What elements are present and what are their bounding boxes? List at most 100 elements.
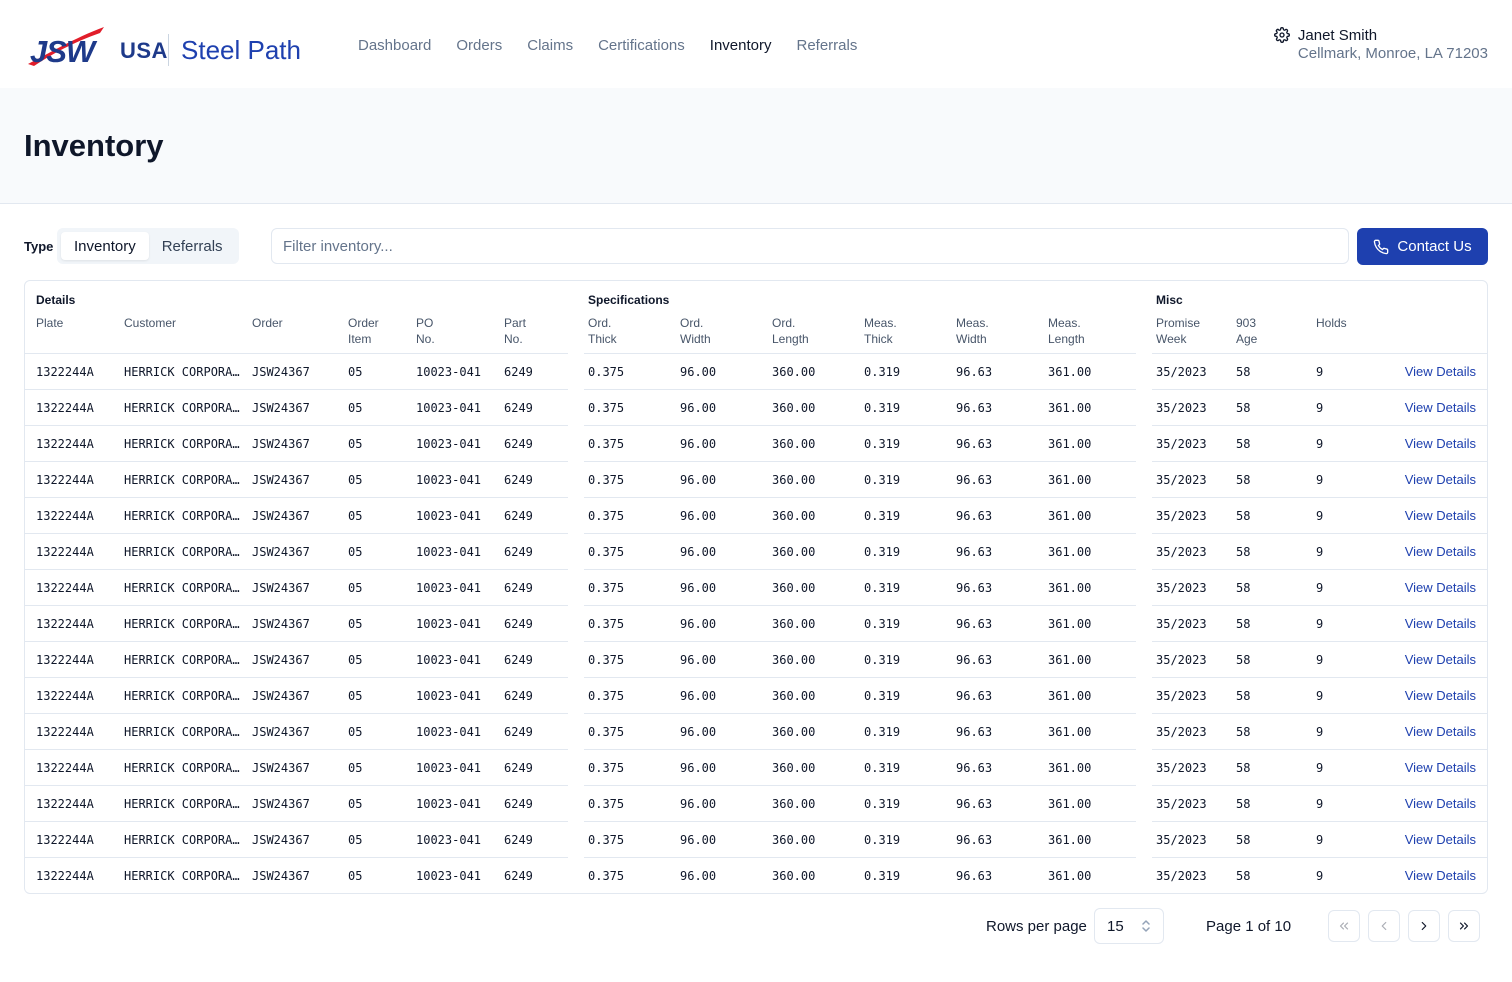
cell-meas-thick: 0.319 xyxy=(864,689,901,703)
table-row[interactable]: 1322244A HERRICK CORPORATION JSW24367 05 100… xyxy=(25,714,1487,750)
col-header-meas-length[interactable]: Meas. Length xyxy=(1048,316,1085,346)
contact-us-button[interactable]: Contact Us xyxy=(1357,228,1488,265)
prev-page-icon xyxy=(1381,921,1387,931)
view-details-link[interactable]: View Details xyxy=(1404,436,1476,451)
cell-order: JSW24367 xyxy=(252,473,310,487)
view-details-link[interactable]: View Details xyxy=(1404,688,1476,703)
user-menu[interactable]: Janet Smith Cellmark, Monroe, LA 71203 xyxy=(1273,27,1488,63)
cell-meas-width: 96.63 xyxy=(956,401,993,415)
table-row[interactable]: 1322244A HERRICK CORPORATION JSW24367 05 100… xyxy=(25,354,1487,390)
table-row[interactable]: 1322244A HERRICK CORPORATION JSW24367 05 100… xyxy=(25,786,1487,822)
col-header-meas-width[interactable]: Meas. Width xyxy=(956,316,989,346)
page-title-band: Inventory xyxy=(0,88,1512,204)
prev-page-button[interactable] xyxy=(1368,910,1400,942)
view-details-link[interactable]: View Details xyxy=(1404,472,1476,487)
row-divider xyxy=(25,713,568,714)
cell-ord-length: 360.00 xyxy=(772,365,816,379)
cell-meas-length: 361.00 xyxy=(1048,725,1092,739)
cell-meas-thick: 0.319 xyxy=(864,761,901,775)
cell-promise-week: 35/2023 xyxy=(1156,617,1207,631)
col-header-ord-width[interactable]: Ord. Width xyxy=(680,316,711,346)
view-details-link[interactable]: View Details xyxy=(1404,760,1476,775)
view-details-link[interactable]: View Details xyxy=(1404,580,1476,595)
col-header-order-item[interactable]: Order Item xyxy=(348,316,379,346)
table-row[interactable]: 1322244A HERRICK CORPORATION JSW24367 05 100… xyxy=(25,858,1487,893)
cell-meas-thick: 0.319 xyxy=(864,725,901,739)
table-row[interactable]: 1322244A HERRICK CORPORATION JSW24367 05 100… xyxy=(25,678,1487,714)
cell-holds: 9 xyxy=(1316,833,1324,847)
table-row[interactable]: 1322244A HERRICK CORPORATION JSW24367 05 100… xyxy=(25,822,1487,858)
view-details-link[interactable]: View Details xyxy=(1404,832,1476,847)
header-divider-specifications xyxy=(584,353,1136,354)
cell-holds: 9 xyxy=(1316,365,1324,379)
col-header-order[interactable]: Order xyxy=(252,316,283,330)
row-divider xyxy=(1152,677,1487,678)
nav-referrals[interactable]: Referrals xyxy=(796,37,858,54)
view-details-link[interactable]: View Details xyxy=(1404,724,1476,739)
cell-po-no: 10023-041 xyxy=(416,581,482,595)
cell-part-no: 6249 xyxy=(504,725,533,739)
col-header-meas-thick[interactable]: Meas. Thick xyxy=(864,316,897,346)
table-row[interactable]: 1322244A HERRICK CORPORATION JSW24367 05 100… xyxy=(25,462,1487,498)
cell-part-no: 6249 xyxy=(504,365,533,379)
col-header-part-no[interactable]: Part No. xyxy=(504,316,527,346)
cell-order: JSW24367 xyxy=(252,581,310,595)
cell-age-903: 58 xyxy=(1236,833,1251,847)
cell-meas-thick: 0.319 xyxy=(864,581,901,595)
cell-customer: HERRICK CORPORATION xyxy=(124,689,240,703)
nav-claims[interactable]: Claims xyxy=(527,37,574,54)
nav-orders[interactable]: Orders xyxy=(456,37,503,54)
cell-ord-thick: 0.375 xyxy=(588,653,625,667)
cell-order-item: 05 xyxy=(348,833,363,847)
col-header-903-age[interactable]: 903 Age xyxy=(1236,316,1258,346)
table-row[interactable]: 1322244A HERRICK CORPORATION JSW24367 05 100… xyxy=(25,426,1487,462)
rows-per-page-select[interactable]: 15 xyxy=(1094,908,1164,944)
table-row[interactable]: 1322244A HERRICK CORPORATION JSW24367 05 100… xyxy=(25,390,1487,426)
view-details-link[interactable]: View Details xyxy=(1404,364,1476,379)
cell-plate: 1322244A xyxy=(36,545,94,559)
nav-certifications[interactable]: Certifications xyxy=(598,37,685,54)
view-details-link[interactable]: View Details xyxy=(1404,508,1476,523)
cell-promise-week: 35/2023 xyxy=(1156,761,1207,775)
view-details-link[interactable]: View Details xyxy=(1404,616,1476,631)
col-header-ord-length[interactable]: Ord. Length xyxy=(772,316,809,346)
gear-icon[interactable] xyxy=(1273,27,1290,43)
table-row[interactable]: 1322244A HERRICK CORPORATION JSW24367 05 100… xyxy=(25,606,1487,642)
col-header-plate[interactable]: Plate xyxy=(36,316,64,330)
col-header-holds[interactable]: Holds xyxy=(1316,316,1347,330)
cell-age-903: 58 xyxy=(1236,725,1251,739)
next-page-button[interactable] xyxy=(1408,910,1440,942)
table-row[interactable]: 1322244A HERRICK CORPORATION JSW24367 05 100… xyxy=(25,534,1487,570)
view-details-link[interactable]: View Details xyxy=(1404,868,1476,883)
first-page-button[interactable] xyxy=(1328,910,1360,942)
filter-inventory-input[interactable] xyxy=(271,228,1349,264)
cell-customer: HERRICK CORPORATION xyxy=(124,545,240,559)
cell-ord-length: 360.00 xyxy=(772,761,816,775)
view-details-link[interactable]: View Details xyxy=(1404,652,1476,667)
nav-inventory[interactable]: Inventory xyxy=(709,37,772,54)
table-row[interactable]: 1322244A HERRICK CORPORATION JSW24367 05 100… xyxy=(25,570,1487,606)
table-row[interactable]: 1322244A HERRICK CORPORATION JSW24367 05 100… xyxy=(25,750,1487,786)
view-details-link[interactable]: View Details xyxy=(1404,796,1476,811)
nav-dashboard[interactable]: Dashboard xyxy=(358,37,432,54)
cell-meas-width: 96.63 xyxy=(956,617,993,631)
type-option-inventory[interactable]: Inventory xyxy=(61,232,149,260)
row-divider xyxy=(25,425,568,426)
col-header-ord-thick[interactable]: Ord. Thick xyxy=(588,316,617,346)
cell-order: JSW24367 xyxy=(252,401,310,415)
cell-meas-width: 96.63 xyxy=(956,689,993,703)
table-row[interactable]: 1322244A HERRICK CORPORATION JSW24367 05 100… xyxy=(25,498,1487,534)
col-header-promise-week[interactable]: Promise Week xyxy=(1156,316,1201,346)
logo-region: USA xyxy=(120,38,168,63)
cell-po-no: 10023-041 xyxy=(416,401,482,415)
view-details-link[interactable]: View Details xyxy=(1404,400,1476,415)
cell-po-no: 10023-041 xyxy=(416,653,482,667)
view-details-link[interactable]: View Details xyxy=(1404,544,1476,559)
table-row[interactable]: 1322244A HERRICK CORPORATION JSW24367 05 100… xyxy=(25,642,1487,678)
jsw-usa-steel-path-logo[interactable]: JSW USA Steel Path xyxy=(24,24,314,70)
last-page-button[interactable] xyxy=(1448,910,1480,942)
col-header-customer[interactable]: Customer xyxy=(124,316,177,330)
col-header-po-no[interactable]: PO No. xyxy=(416,316,435,346)
cell-order: JSW24367 xyxy=(252,869,310,883)
type-option-referrals[interactable]: Referrals xyxy=(161,237,223,255)
